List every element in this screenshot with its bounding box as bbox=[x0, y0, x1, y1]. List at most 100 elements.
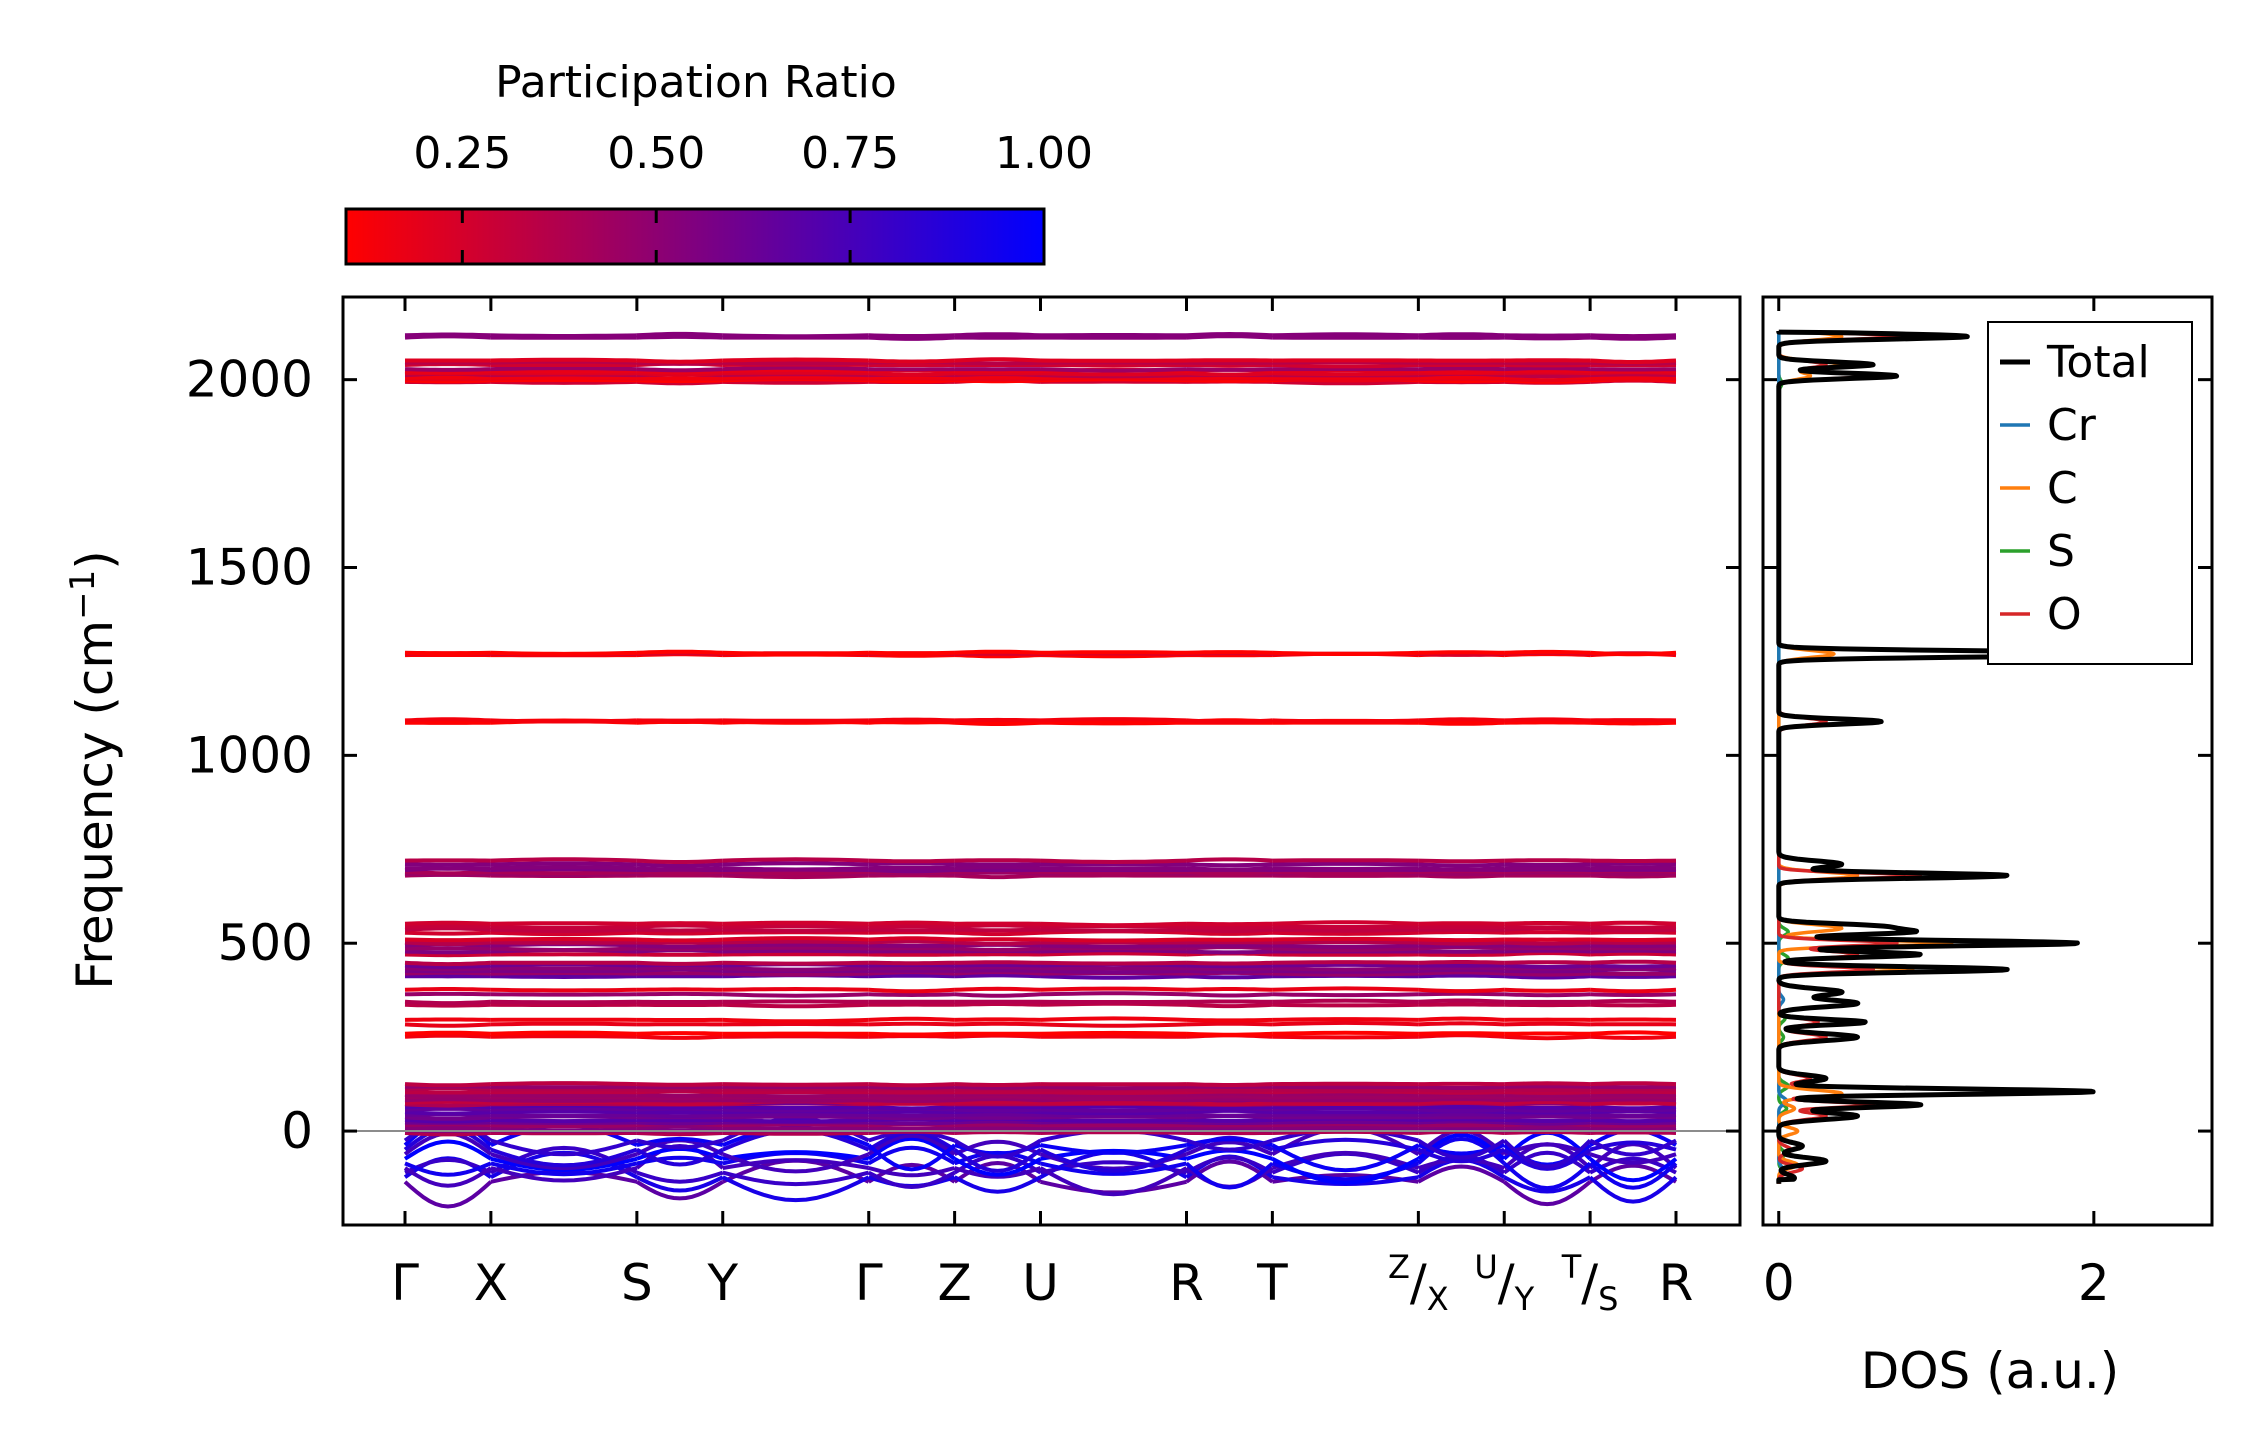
phonon-band bbox=[1417, 1138, 1506, 1160]
phonon-band bbox=[1186, 1091, 1273, 1097]
phonon-band bbox=[1186, 334, 1273, 340]
phonon-band bbox=[1418, 1016, 1505, 1022]
phonon-band bbox=[1272, 992, 1419, 998]
phonon-band bbox=[490, 379, 637, 385]
phonon-band bbox=[636, 378, 723, 384]
phonon-band bbox=[868, 1166, 956, 1178]
phonon-band bbox=[1417, 1164, 1506, 1184]
phonon-band bbox=[1504, 940, 1591, 946]
phonon-band bbox=[404, 920, 491, 926]
phonon-band bbox=[867, 1133, 956, 1156]
phonon-band bbox=[1590, 924, 1677, 930]
phonon-band bbox=[954, 1082, 1041, 1087]
phonon-band bbox=[1590, 1034, 1677, 1041]
phonon-band bbox=[404, 1002, 491, 1008]
phonon-band bbox=[868, 333, 955, 338]
phonon-band bbox=[1504, 974, 1591, 980]
phonon-band bbox=[1272, 962, 1419, 968]
phonon-band bbox=[404, 1157, 492, 1175]
phonon-band bbox=[1186, 1117, 1273, 1123]
phonon-band bbox=[404, 952, 491, 958]
phonon-band bbox=[722, 357, 869, 363]
phonon-band bbox=[722, 857, 869, 863]
phonon-band bbox=[635, 1147, 724, 1167]
y-tick-label: 1500 bbox=[186, 539, 313, 597]
phonon-band bbox=[1504, 1100, 1591, 1105]
phonon-band bbox=[954, 717, 1041, 723]
phonon-band bbox=[636, 334, 723, 340]
phonon-band bbox=[1272, 1104, 1419, 1110]
legend-label-cr: Cr bbox=[2047, 400, 2097, 451]
phonon-band bbox=[1040, 1084, 1187, 1091]
y-tick-label: 500 bbox=[218, 914, 313, 972]
phonon-band bbox=[1040, 650, 1187, 655]
phonon-band bbox=[868, 1120, 955, 1126]
phonon-band bbox=[1272, 1120, 1419, 1125]
phonon-band bbox=[722, 1170, 870, 1187]
phonon-band bbox=[1186, 992, 1273, 998]
colorbar-tick-label: 0.25 bbox=[413, 128, 511, 179]
phonon-band bbox=[636, 369, 723, 375]
phonon-band bbox=[868, 1021, 955, 1027]
phonon-band bbox=[1271, 1157, 1420, 1185]
phonon-band bbox=[1504, 373, 1591, 379]
phonon-band bbox=[1186, 1002, 1273, 1009]
phonon-band bbox=[1504, 951, 1591, 957]
phonon-band bbox=[954, 1097, 1041, 1103]
phonon-band bbox=[404, 930, 491, 936]
phonon-band bbox=[722, 1131, 869, 1136]
phonon-band bbox=[954, 940, 1041, 946]
phonon-band bbox=[1040, 991, 1187, 997]
phonon-band bbox=[1590, 998, 1677, 1004]
phonon-band bbox=[1185, 1155, 1274, 1175]
phonon-band bbox=[1418, 873, 1505, 879]
phonon-band bbox=[490, 1034, 637, 1039]
phonon-band bbox=[1590, 1002, 1677, 1008]
phonon-band bbox=[636, 1175, 724, 1193]
phonon-band bbox=[1504, 1120, 1591, 1126]
phonon-band bbox=[1186, 1120, 1273, 1125]
phonon-band bbox=[868, 973, 955, 979]
phonon-band bbox=[722, 948, 869, 954]
phonon-band bbox=[867, 1136, 956, 1161]
phonon-band bbox=[1418, 650, 1505, 655]
phonon-band bbox=[1272, 371, 1419, 377]
phonon-band bbox=[1590, 966, 1677, 972]
phonon-band bbox=[636, 923, 723, 929]
phonon-band bbox=[1590, 927, 1677, 933]
phonon-band bbox=[1186, 862, 1273, 868]
phonon-band bbox=[1504, 1092, 1591, 1098]
phonon-band bbox=[1272, 379, 1419, 386]
phonon-band bbox=[868, 992, 955, 998]
phonon-band bbox=[1418, 369, 1505, 375]
phonon-band bbox=[1590, 959, 1677, 965]
phonon-band bbox=[1186, 930, 1273, 936]
phonon-band bbox=[954, 1119, 1041, 1125]
phonon-band bbox=[636, 1112, 723, 1119]
phonon-band bbox=[954, 992, 1041, 998]
phonon-band bbox=[868, 371, 955, 377]
phonon-band bbox=[1271, 1150, 1419, 1170]
phonon-band bbox=[954, 649, 1041, 655]
phonon-band bbox=[404, 963, 491, 969]
phonon-band bbox=[1040, 869, 1187, 875]
phonon-band bbox=[954, 1033, 1041, 1039]
phonon-band bbox=[868, 868, 955, 874]
phonon-band bbox=[1590, 1117, 1677, 1124]
legend-label-c: C bbox=[2047, 463, 2078, 514]
phonon-band bbox=[636, 869, 723, 875]
phonon-band bbox=[868, 858, 955, 864]
phonon-band bbox=[1040, 1090, 1187, 1095]
phonon-band bbox=[1590, 333, 1677, 339]
phonon-band bbox=[1504, 930, 1591, 935]
phonon-band bbox=[1186, 974, 1273, 980]
phonon-band bbox=[1418, 1107, 1505, 1113]
phonon-band bbox=[1040, 1130, 1187, 1135]
phonon-band bbox=[722, 1002, 869, 1009]
phonon-band bbox=[1186, 869, 1273, 876]
phonon-band bbox=[868, 378, 955, 384]
phonon-band bbox=[722, 650, 869, 656]
phonon-band bbox=[636, 1138, 724, 1150]
phonon-band bbox=[954, 927, 1041, 933]
